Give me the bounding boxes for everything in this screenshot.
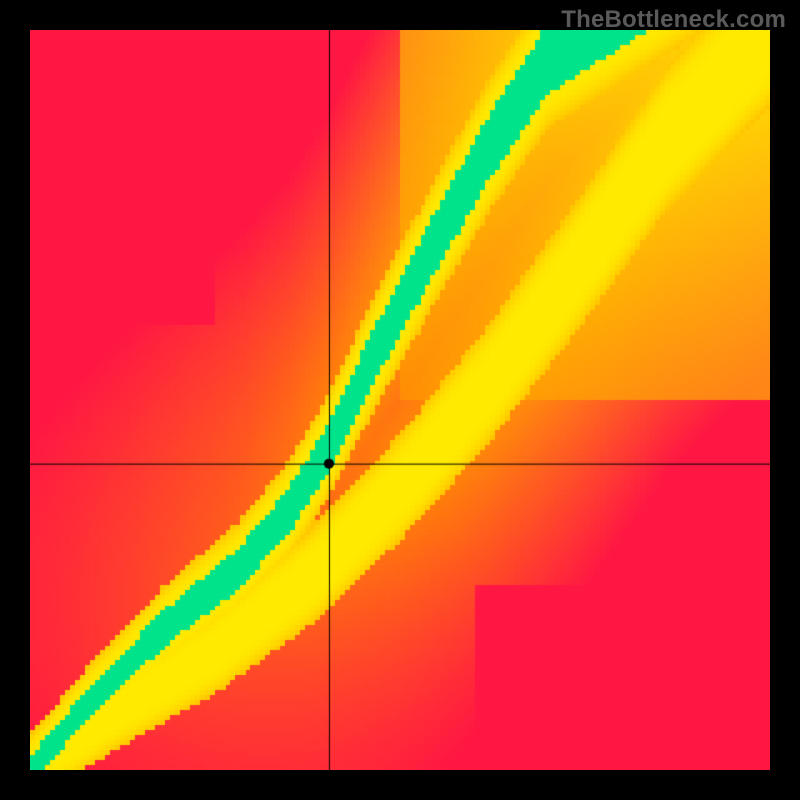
- chart-stage: TheBottleneck.com: [0, 0, 800, 800]
- bottleneck-heatmap: [30, 30, 770, 770]
